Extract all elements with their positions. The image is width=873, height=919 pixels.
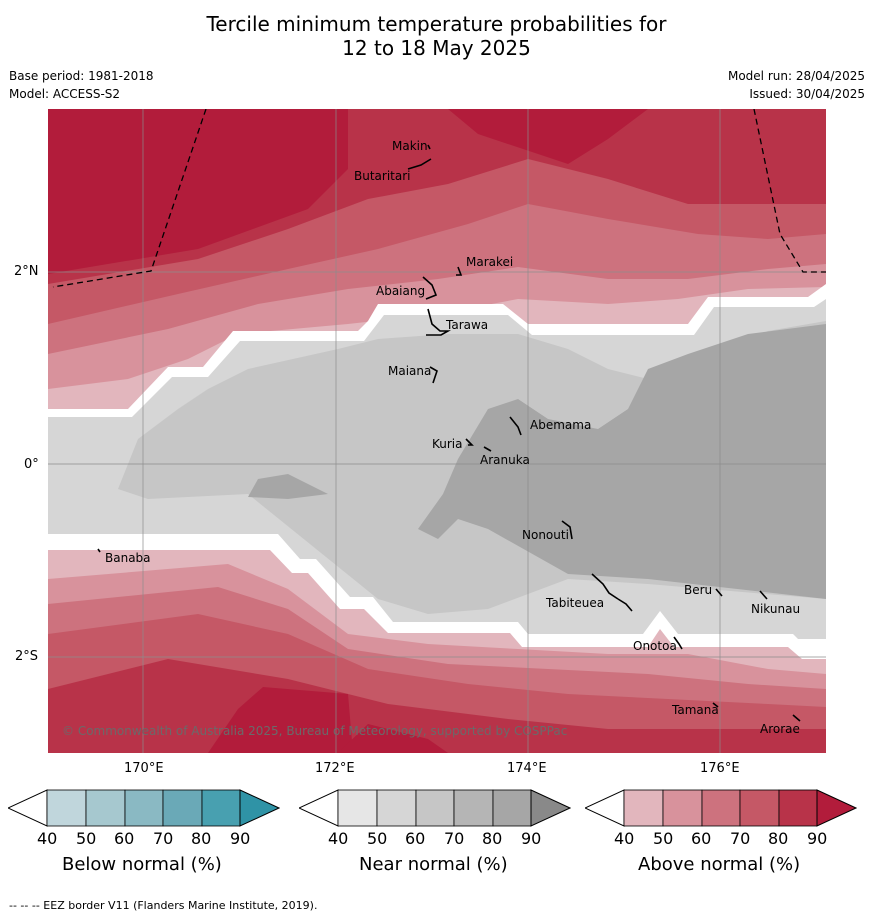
colorbar-tick: 70 (730, 829, 751, 848)
probability-map (48, 109, 826, 753)
lat-tick: 2°S (15, 649, 39, 664)
place-label: Aranuka (480, 453, 530, 467)
place-label: Arorae (760, 722, 800, 736)
place-label: Tabiteuea (546, 596, 605, 610)
place-label: Maiana (388, 364, 432, 378)
base-period: Base period: 1981-2018 (9, 69, 154, 83)
colorbar-tick: 90 (230, 829, 251, 848)
place-label: Kuria (432, 437, 463, 451)
place-label: Nikunau (751, 602, 801, 616)
map-title: Tercile minimum temperature probabilitie… (0, 12, 873, 60)
title-line-2: 12 to 18 May 2025 (342, 36, 531, 60)
lat-tick: 2°N (14, 264, 39, 279)
place-label: Tamana (672, 703, 719, 717)
colorbar-tick: 40 (614, 829, 635, 848)
place-label: Tarawa (446, 318, 489, 332)
colorbar-tick: 50 (653, 829, 674, 848)
place-label: Abaiang (376, 284, 426, 298)
lon-tick: 174°E (507, 761, 547, 776)
place-label: Abemama (530, 418, 592, 432)
lon-tick: 176°E (700, 761, 740, 776)
colorbar-tick: 80 (191, 829, 212, 848)
place-label: Butaritari (354, 169, 411, 183)
meta-right: Model run: 28/04/2025 Issued: 30/04/2025 (728, 67, 865, 103)
colorbar-title: Above normal (%) (638, 854, 801, 875)
colorbar-tick: 90 (807, 829, 828, 848)
lon-tick: 172°E (315, 761, 355, 776)
colorbar-tick: 90 (521, 829, 542, 848)
place-label: Banaba (105, 551, 151, 565)
colorbar-tick: 50 (76, 829, 97, 848)
colorbar-below: 40 50 60 70 80 90 Below normal (%) (6, 789, 281, 889)
place-label: Makin (392, 139, 428, 153)
colorbar-above: 40 50 60 70 80 90 Above normal (%) (583, 789, 858, 889)
place-label: Marakei (466, 255, 514, 269)
colorbar-near: 40 50 60 70 80 90 Near normal (%) (297, 789, 572, 889)
colorbar-tick: 70 (153, 829, 174, 848)
colorbar-tick: 40 (328, 829, 349, 848)
issued-date: Issued: 30/04/2025 (749, 87, 865, 101)
model-run: Model run: 28/04/2025 (727, 69, 865, 83)
copyright-text: © Commonwealth of Australia 2025, Bureau… (62, 724, 568, 738)
footnote: -- -- -- EEZ border V11 (Flanders Marine… (9, 899, 318, 912)
place-label: Nonouti (522, 528, 569, 542)
lon-tick: 170°E (124, 761, 164, 776)
meta-left: Base period: 1981-2018 Model: ACCESS-S2 (9, 67, 154, 103)
colorbar-tick: 60 (114, 829, 135, 848)
colorbar-tick: 70 (444, 829, 465, 848)
lat-tick: 0° (24, 457, 39, 472)
colorbar-title: Near normal (%) (359, 854, 508, 875)
colorbar-tick: 40 (37, 829, 58, 848)
title-line-1: Tercile minimum temperature probabilitie… (206, 12, 667, 36)
colorbar-tick: 60 (405, 829, 426, 848)
colorbar-tick: 60 (691, 829, 712, 848)
colorbar-tick: 80 (482, 829, 503, 848)
place-label: Onotoa (633, 639, 677, 653)
colorbar-tick: 50 (367, 829, 388, 848)
colorbar-title: Below normal (%) (62, 854, 222, 875)
model-name: Model: ACCESS-S2 (9, 87, 121, 101)
place-label: Beru (684, 583, 713, 597)
colorbar-tick: 80 (768, 829, 789, 848)
